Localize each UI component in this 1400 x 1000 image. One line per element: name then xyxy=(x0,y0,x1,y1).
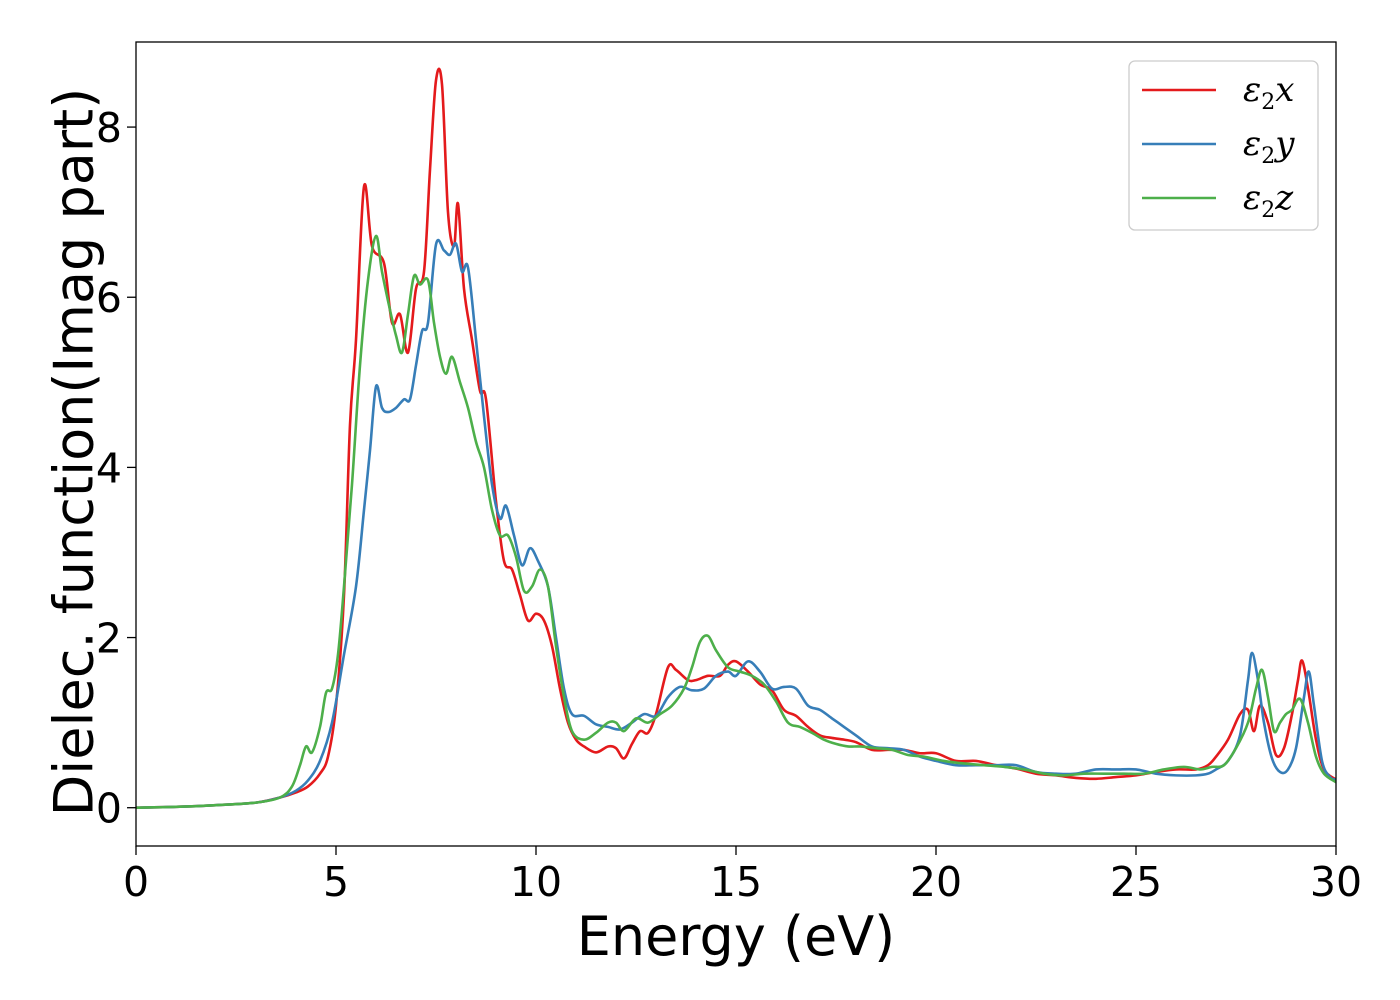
y-tick-label: 8 xyxy=(96,104,122,152)
y-tick-label: 0 xyxy=(96,785,122,833)
series-layer xyxy=(136,67,1336,810)
legend-box xyxy=(1128,60,1319,231)
x-tick-label: 25 xyxy=(1110,858,1162,906)
legend-label-y: ε2y xyxy=(1243,124,1295,169)
x-tick-label: 30 xyxy=(1310,858,1362,906)
series-line-y xyxy=(136,238,1336,810)
x-tick-label: 5 xyxy=(323,858,349,906)
x-tick-label: 10 xyxy=(510,858,562,906)
legend: ε2x ε2y ε2z xyxy=(1128,60,1319,231)
legend-label-z: ε2z xyxy=(1243,178,1294,223)
y-tick-label: 6 xyxy=(96,274,122,322)
x-axis: 0 5 10 15 20 25 30 xyxy=(123,846,1362,906)
y-tick-label: 4 xyxy=(96,444,122,492)
x-tick-label: 15 xyxy=(710,858,762,906)
series-line-z xyxy=(136,234,1336,810)
x-tick-label: 20 xyxy=(910,858,962,906)
y-tick-label: 2 xyxy=(96,615,122,663)
y-axis-label: Dielec. function(Imag part) xyxy=(43,88,106,817)
x-axis-label: Energy (eV) xyxy=(577,905,896,968)
legend-label-x: ε2x xyxy=(1243,70,1294,115)
x-tick-label: 0 xyxy=(123,858,149,906)
y-axis: 0 2 4 6 8 xyxy=(96,104,136,833)
